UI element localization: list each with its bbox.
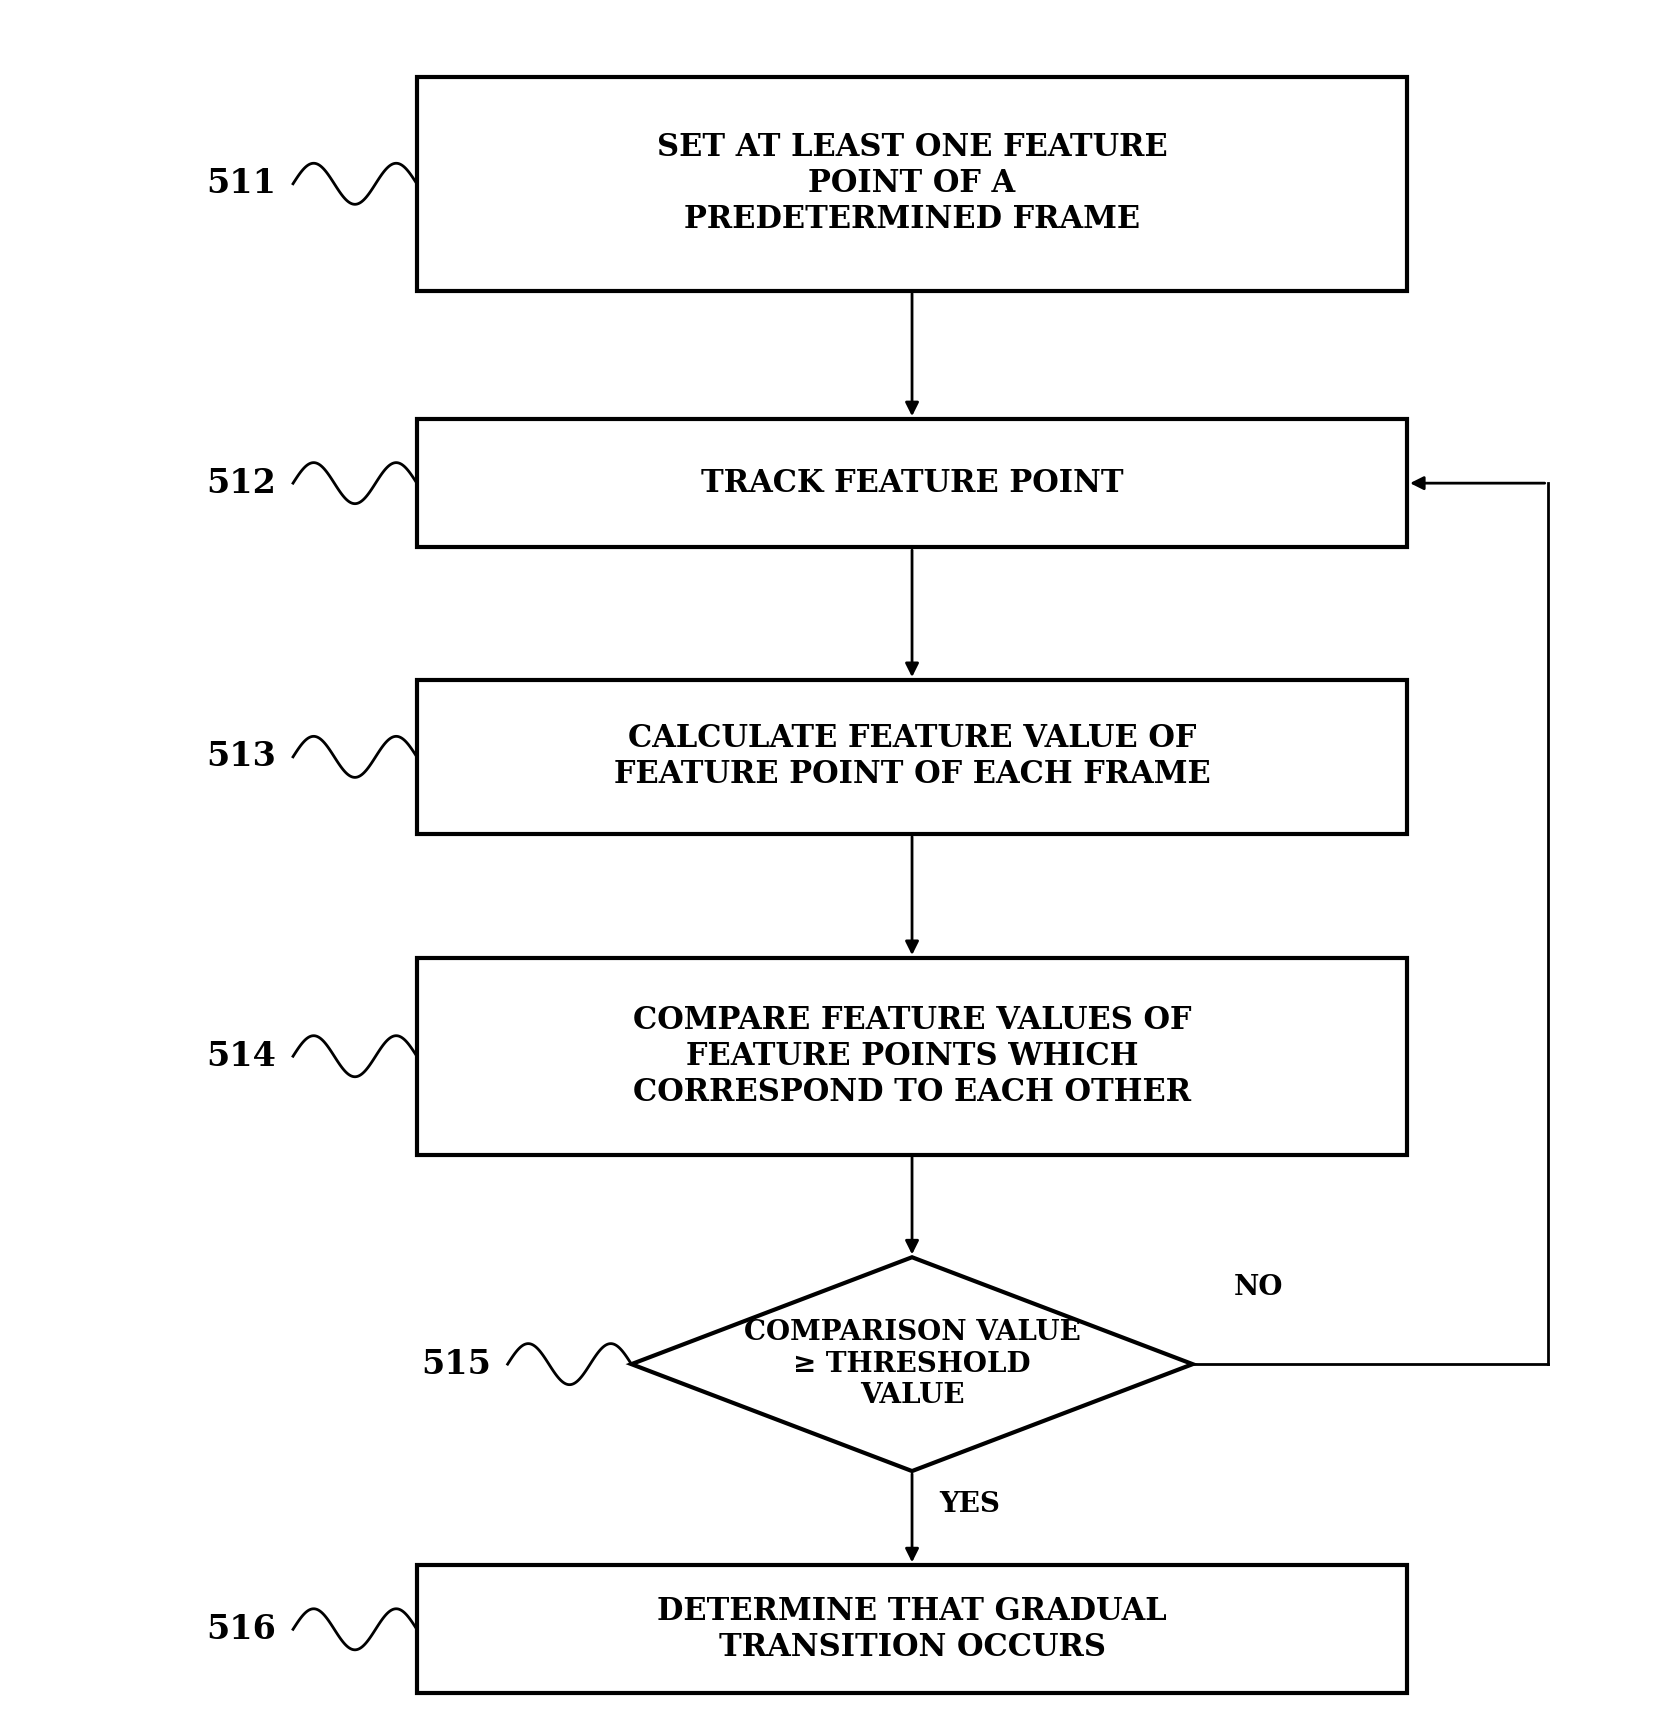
Text: TRACK FEATURE POINT: TRACK FEATURE POINT [700,468,1123,499]
Text: 511: 511 [206,167,277,201]
Text: DETERMINE THAT GRADUAL
TRANSITION OCCURS: DETERMINE THAT GRADUAL TRANSITION OCCURS [657,1595,1166,1662]
FancyBboxPatch shape [416,419,1407,547]
Polygon shape [632,1257,1193,1471]
Text: 513: 513 [207,741,277,774]
Text: SET AT LEAST ONE FEATURE
POINT OF A
PREDETERMINED FRAME: SET AT LEAST ONE FEATURE POINT OF A PRED… [657,132,1168,236]
Text: COMPARISON VALUE
≥ THRESHOLD
VALUE: COMPARISON VALUE ≥ THRESHOLD VALUE [743,1320,1080,1410]
Text: YES: YES [939,1490,1000,1518]
Text: NO: NO [1234,1274,1284,1301]
Text: 512: 512 [207,466,277,500]
FancyBboxPatch shape [416,77,1407,291]
Text: CALCULATE FEATURE VALUE OF
FEATURE POINT OF EACH FRAME: CALCULATE FEATURE VALUE OF FEATURE POINT… [614,724,1211,791]
Text: 516: 516 [207,1612,277,1645]
Text: 514: 514 [207,1040,277,1073]
Text: 515: 515 [421,1348,491,1380]
FancyBboxPatch shape [416,681,1407,834]
FancyBboxPatch shape [416,957,1407,1155]
FancyBboxPatch shape [416,1566,1407,1693]
Text: COMPARE FEATURE VALUES OF
FEATURE POINTS WHICH
CORRESPOND TO EACH OTHER: COMPARE FEATURE VALUES OF FEATURE POINTS… [632,1006,1191,1107]
